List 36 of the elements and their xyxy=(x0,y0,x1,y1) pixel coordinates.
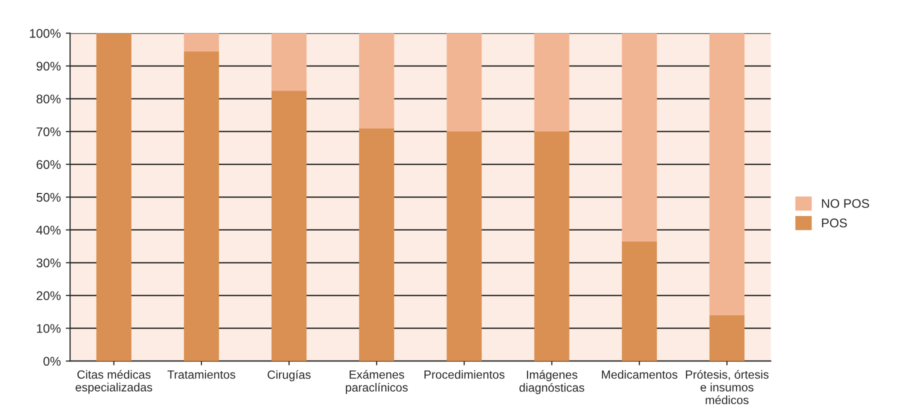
y-tick-label: 80% xyxy=(36,94,61,104)
x-tick-label: Imágenes diagnósticas xyxy=(519,370,584,394)
x-tick-label: Medicamentos xyxy=(602,370,678,379)
y-tick-label: 70% xyxy=(36,127,61,136)
bar xyxy=(184,51,219,362)
x-tick-label: Tratamientos xyxy=(167,370,236,379)
bar xyxy=(622,241,657,362)
x-tick-label: Cirugías xyxy=(268,370,311,382)
bar xyxy=(534,132,570,362)
bar xyxy=(709,33,744,316)
y-tick-label: 40% xyxy=(36,226,61,235)
legend-label: POS xyxy=(822,218,847,228)
bar xyxy=(272,90,307,362)
bar xyxy=(622,33,657,242)
bar xyxy=(709,315,744,362)
y-tick-label: 90% xyxy=(36,62,61,71)
bar xyxy=(534,33,570,132)
y-tick-label: 60% xyxy=(36,160,61,169)
bar xyxy=(446,33,482,132)
x-tick-label: Prótesis, órtesis e insumos médicos xyxy=(686,370,769,404)
y-tick-label: 0% xyxy=(43,356,61,366)
y-tick-label: 10% xyxy=(36,324,61,333)
bar xyxy=(184,33,219,52)
y-tick-label: 50% xyxy=(36,192,61,202)
y-tick-label: 100% xyxy=(30,29,61,38)
x-tick-label: Citas médicas especializadas xyxy=(76,370,152,394)
x-tick-label: Exámenes paraclínicos xyxy=(346,370,408,394)
bar xyxy=(359,33,394,128)
bar xyxy=(96,33,132,362)
bar xyxy=(359,128,394,362)
y-tick-label: 30% xyxy=(36,258,61,268)
y-tick-label: 20% xyxy=(36,291,61,300)
legend-label: NO POS xyxy=(822,199,870,208)
bar xyxy=(272,33,307,91)
x-tick-label: Procedimientos xyxy=(424,370,504,379)
bar xyxy=(446,132,482,362)
